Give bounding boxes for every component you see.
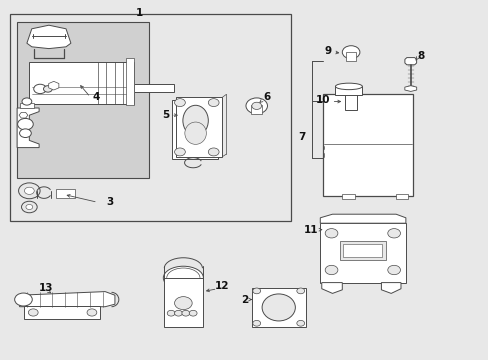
Polygon shape (320, 214, 405, 223)
Polygon shape (381, 283, 400, 293)
Text: 13: 13 (39, 283, 54, 293)
Bar (17, 22, 149, 178)
Circle shape (28, 309, 38, 316)
Circle shape (208, 148, 219, 156)
Polygon shape (49, 81, 59, 90)
Bar (335, 86, 362, 95)
Circle shape (87, 309, 97, 316)
Circle shape (387, 229, 400, 238)
Ellipse shape (183, 105, 208, 136)
Bar (343, 244, 382, 257)
Bar (322, 94, 412, 196)
Polygon shape (404, 58, 416, 65)
Bar (320, 223, 405, 283)
Circle shape (189, 310, 197, 316)
Circle shape (174, 297, 192, 310)
Circle shape (174, 148, 185, 156)
Bar (343, 89, 358, 93)
Ellipse shape (335, 83, 362, 90)
Polygon shape (404, 86, 416, 91)
Circle shape (252, 288, 260, 294)
Polygon shape (27, 25, 71, 49)
Ellipse shape (163, 266, 203, 289)
Polygon shape (19, 112, 28, 118)
Circle shape (182, 310, 189, 316)
Text: 3: 3 (106, 197, 113, 207)
Bar (342, 194, 354, 199)
Circle shape (325, 229, 337, 238)
Ellipse shape (262, 294, 295, 321)
Bar (251, 288, 305, 327)
Circle shape (245, 98, 267, 114)
Text: 1: 1 (136, 8, 142, 18)
Text: 5: 5 (163, 110, 169, 120)
Text: 8: 8 (416, 51, 423, 61)
Text: 10: 10 (315, 95, 329, 105)
Polygon shape (172, 100, 217, 159)
Circle shape (18, 118, 33, 130)
Bar (346, 52, 355, 61)
Bar (56, 189, 75, 198)
Polygon shape (176, 97, 222, 157)
Circle shape (296, 320, 304, 326)
Circle shape (208, 99, 219, 107)
Text: 12: 12 (215, 281, 229, 291)
Text: 6: 6 (263, 92, 269, 102)
Bar (163, 278, 203, 327)
Polygon shape (17, 108, 39, 148)
Bar (134, 84, 173, 92)
Circle shape (15, 293, 32, 306)
Bar (20, 103, 34, 108)
Bar (126, 58, 134, 105)
Circle shape (342, 46, 359, 59)
Text: 9: 9 (324, 46, 330, 56)
Circle shape (22, 98, 32, 105)
Circle shape (19, 183, 40, 199)
Circle shape (325, 265, 337, 275)
Circle shape (296, 288, 304, 294)
Bar (24, 306, 100, 319)
Circle shape (43, 86, 52, 92)
Bar (29, 62, 134, 104)
Bar (339, 241, 386, 260)
Circle shape (26, 204, 33, 210)
Circle shape (20, 129, 31, 138)
Circle shape (251, 102, 261, 109)
Circle shape (21, 201, 37, 213)
Bar (395, 194, 407, 199)
Circle shape (174, 310, 182, 316)
Text: 4: 4 (92, 92, 100, 102)
Circle shape (387, 265, 400, 275)
Circle shape (252, 320, 260, 326)
Text: 2: 2 (241, 294, 247, 305)
Bar (10, 14, 290, 221)
Ellipse shape (184, 122, 206, 144)
Bar (251, 105, 262, 114)
Text: 7: 7 (298, 132, 305, 142)
Polygon shape (321, 283, 342, 293)
Circle shape (24, 187, 34, 194)
Bar (345, 93, 357, 110)
Text: 11: 11 (304, 225, 318, 235)
Polygon shape (20, 292, 115, 307)
Circle shape (167, 310, 175, 316)
Circle shape (174, 99, 185, 107)
Circle shape (34, 84, 46, 94)
